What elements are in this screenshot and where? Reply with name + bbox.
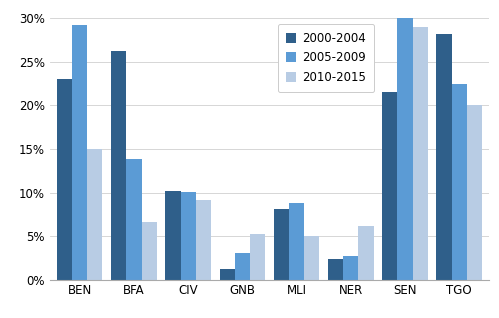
Bar xyxy=(437,34,452,280)
Bar xyxy=(87,149,102,280)
Legend: 2000-2004, 2005-2009, 2010-2015: 2000-2004, 2005-2009, 2010-2015 xyxy=(277,24,374,92)
Bar xyxy=(126,159,142,280)
Bar xyxy=(57,79,72,280)
Bar xyxy=(452,84,467,280)
Bar xyxy=(196,200,211,280)
Bar xyxy=(304,236,319,280)
Bar xyxy=(467,106,482,280)
Bar xyxy=(250,234,265,280)
Bar xyxy=(413,27,428,280)
Bar xyxy=(328,259,343,280)
Bar xyxy=(382,92,397,280)
Bar xyxy=(397,18,413,280)
Bar xyxy=(235,253,250,280)
Bar xyxy=(289,203,304,280)
Bar xyxy=(220,268,235,280)
Bar xyxy=(165,191,181,280)
Bar xyxy=(111,52,126,280)
Bar xyxy=(142,222,157,280)
Bar xyxy=(274,209,289,280)
Bar xyxy=(343,256,358,280)
Bar xyxy=(181,192,196,280)
Bar xyxy=(358,226,374,280)
Bar xyxy=(72,25,87,280)
